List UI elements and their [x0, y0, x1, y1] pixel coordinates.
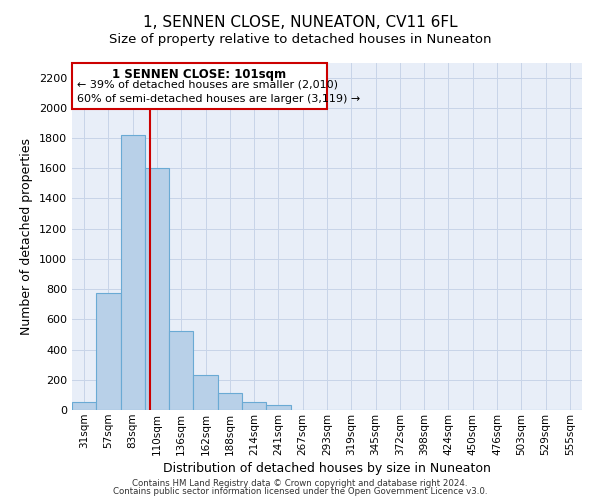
- Bar: [193, 375, 218, 410]
- Text: ← 39% of detached houses are smaller (2,010): ← 39% of detached houses are smaller (2,…: [77, 80, 338, 90]
- Text: 1 SENNEN CLOSE: 101sqm: 1 SENNEN CLOSE: 101sqm: [112, 68, 287, 80]
- Text: 60% of semi-detached houses are larger (3,119) →: 60% of semi-detached houses are larger (…: [77, 94, 361, 104]
- X-axis label: Distribution of detached houses by size in Nuneaton: Distribution of detached houses by size …: [163, 462, 491, 475]
- Bar: [96, 293, 121, 410]
- Text: Contains public sector information licensed under the Open Government Licence v3: Contains public sector information licen…: [113, 487, 487, 496]
- Bar: [218, 394, 242, 410]
- Text: Size of property relative to detached houses in Nuneaton: Size of property relative to detached ho…: [109, 32, 491, 46]
- Bar: [72, 402, 96, 410]
- Text: Contains HM Land Registry data © Crown copyright and database right 2024.: Contains HM Land Registry data © Crown c…: [132, 478, 468, 488]
- Bar: [266, 406, 290, 410]
- Y-axis label: Number of detached properties: Number of detached properties: [20, 138, 34, 335]
- Bar: [169, 332, 193, 410]
- Text: 1, SENNEN CLOSE, NUNEATON, CV11 6FL: 1, SENNEN CLOSE, NUNEATON, CV11 6FL: [143, 15, 457, 30]
- FancyBboxPatch shape: [72, 62, 327, 110]
- Bar: [145, 168, 169, 410]
- Bar: [242, 402, 266, 410]
- Bar: [121, 135, 145, 410]
